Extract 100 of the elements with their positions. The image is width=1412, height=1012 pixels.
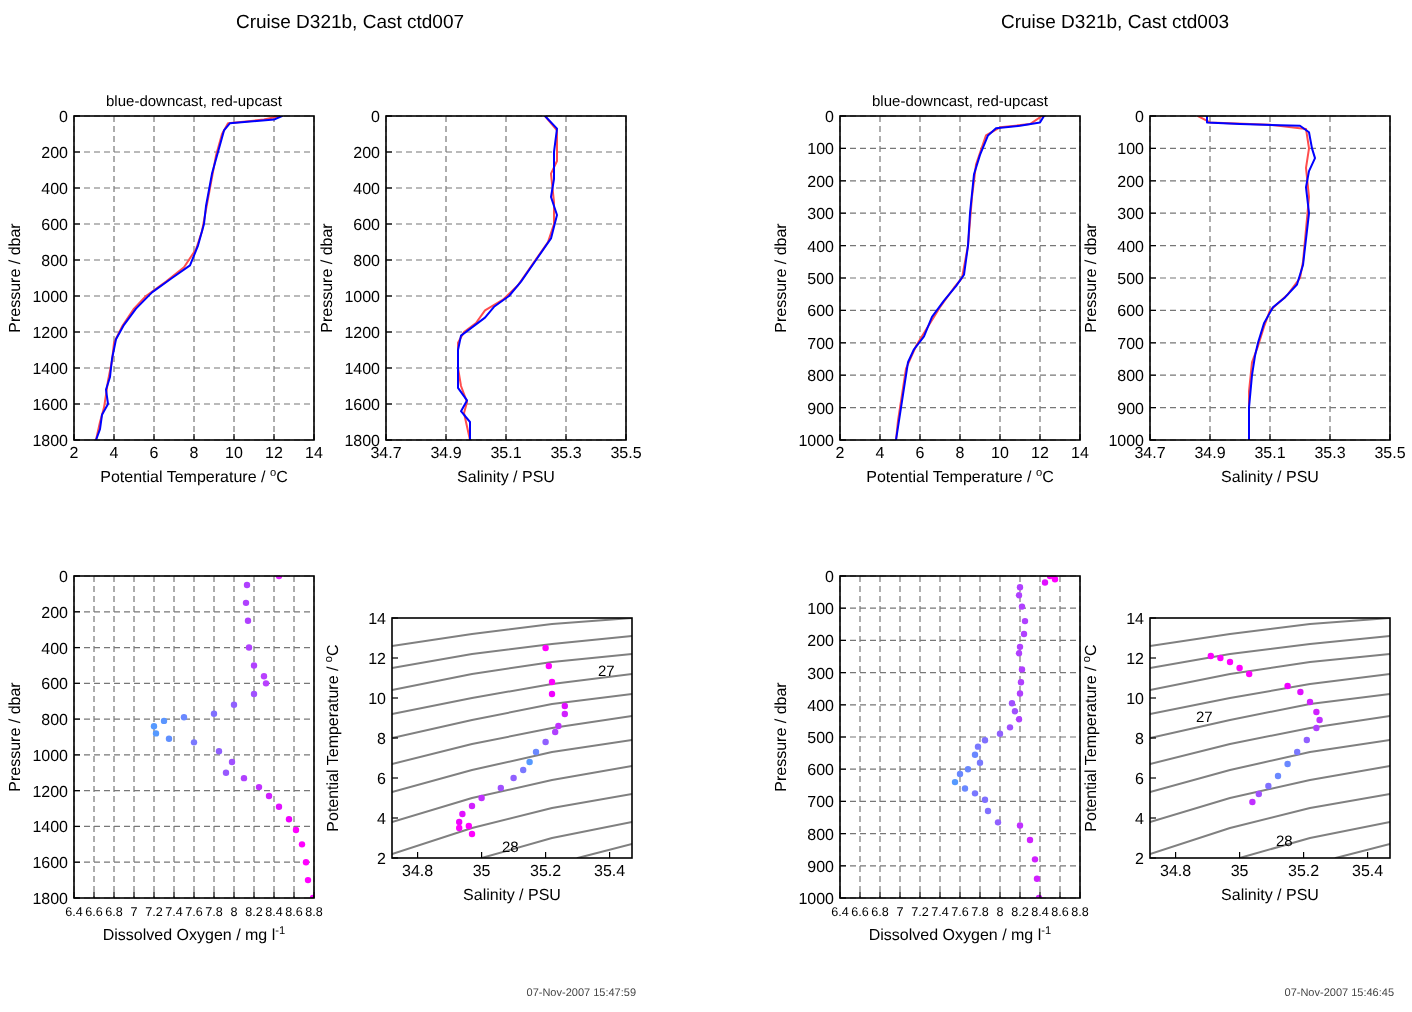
y-tick-label: 900: [807, 857, 836, 876]
y-tick-label: 1000: [32, 746, 70, 765]
point: [285, 816, 293, 823]
point: [548, 690, 556, 698]
point: [1016, 690, 1024, 697]
y-tick-label: 100: [807, 140, 836, 159]
point: [497, 784, 504, 792]
point: [465, 822, 472, 830]
x-tick-label: 35.2: [1288, 862, 1321, 880]
point: [971, 751, 979, 758]
line-series: [457, 116, 558, 440]
point: [545, 662, 552, 670]
y-tick-label: 400: [807, 696, 836, 715]
point: [302, 859, 310, 866]
line-series: [1150, 765, 1390, 823]
x-tick-label: 34.7: [1134, 444, 1167, 462]
point: [1016, 822, 1024, 829]
point: [1313, 708, 1320, 716]
y-tick-label: 1000: [344, 288, 382, 306]
y-tick-label: 12: [1126, 650, 1146, 668]
point: [459, 810, 466, 818]
y-axis-title: Pressure / dbar: [6, 681, 24, 792]
point: [240, 774, 248, 782]
point: [548, 678, 556, 686]
x-tick-label: 6: [915, 444, 926, 462]
y-tick-label: 0: [825, 108, 836, 126]
x-axis-title: Potential Temperature / $^{o}$C: [866, 468, 1055, 486]
point: [1284, 682, 1291, 690]
y-tick-label: 200: [807, 632, 836, 651]
y-tick-label: 400: [807, 237, 836, 256]
point: [520, 766, 527, 774]
x-tick-label: 34.8: [1160, 862, 1193, 880]
point: [1015, 716, 1023, 723]
y-tick-label: 1400: [32, 360, 70, 378]
y-tick-label: 200: [1117, 172, 1146, 191]
y-tick-label: 500: [807, 729, 836, 747]
y-tick-label: 2: [377, 850, 388, 868]
x-tick-label: 4: [875, 444, 886, 462]
x-tick-label: 34.9: [430, 444, 463, 462]
point: [1015, 650, 1023, 657]
y-tick-label: 400: [1117, 237, 1146, 256]
y-tick-label: 10: [368, 690, 388, 708]
y-tick-label: 1200: [32, 324, 70, 342]
x-axis-title: Salinity / PSU: [457, 468, 556, 486]
point: [262, 680, 270, 687]
point: [532, 748, 540, 756]
x-axis-title: Salinity / PSU: [1221, 886, 1320, 904]
y-tick-label: 400: [353, 180, 382, 198]
point: [298, 841, 306, 848]
point: [561, 710, 568, 718]
point: [1018, 666, 1026, 673]
y-axis-title: Pressure / dbar: [772, 681, 790, 792]
y-tick-label: 300: [807, 205, 836, 224]
line-series: [392, 635, 632, 669]
point: [981, 796, 989, 803]
point: [265, 792, 273, 800]
point: [1011, 708, 1019, 715]
y-tick-label: 1800: [344, 432, 382, 450]
y-tick-label: 1200: [344, 324, 382, 342]
y-tick-label: 0: [371, 108, 382, 126]
point: [1246, 670, 1253, 678]
point: [1017, 679, 1025, 686]
y-tick-label: 14: [1126, 610, 1146, 628]
point: [456, 818, 463, 826]
point: [981, 737, 989, 744]
x-axis-title: Potential Temperature / $^{o}$C: [100, 468, 289, 486]
x-tick-label: 35: [1230, 862, 1250, 880]
point: [1041, 579, 1049, 586]
y-tick-label: 12: [368, 650, 388, 668]
point: [555, 722, 562, 730]
point: [1284, 760, 1291, 768]
point: [951, 778, 959, 786]
x-tick-label: 12: [265, 444, 284, 462]
point: [1008, 699, 1016, 707]
y-tick-label: 100: [807, 600, 836, 619]
point: [1033, 875, 1041, 882]
point: [542, 644, 549, 652]
x-tick-label: 14: [1071, 444, 1090, 462]
point: [244, 617, 252, 624]
x-tick-label: 35: [472, 862, 492, 880]
line-series: [392, 653, 632, 691]
point: [215, 748, 223, 755]
point: [1265, 782, 1272, 790]
point: [1207, 652, 1214, 660]
y-axis-title: Pressure / dbar: [6, 222, 24, 333]
line-series: [392, 673, 632, 715]
point: [1016, 584, 1024, 591]
x-tick-label: 35.5: [610, 444, 643, 462]
x-tick-label: 34.7: [370, 444, 403, 462]
y-tick-label: 900: [1117, 399, 1146, 418]
point: [974, 743, 982, 750]
line-series: [1150, 653, 1390, 691]
line-series: [392, 715, 632, 765]
y-tick-label: 4: [1135, 810, 1146, 828]
y-tick-label: 1200: [32, 782, 70, 801]
point: [152, 730, 160, 737]
line-series: [1150, 739, 1390, 793]
point: [180, 714, 188, 721]
point: [160, 717, 168, 725]
x-axis-title: Dissolved Oxygen / mg l$^{-1}$: [868, 926, 1052, 944]
